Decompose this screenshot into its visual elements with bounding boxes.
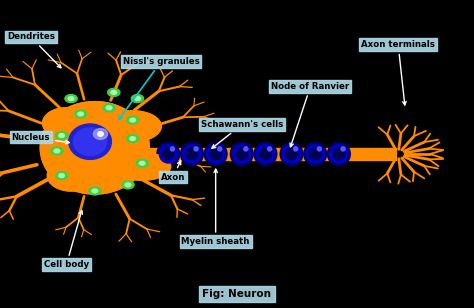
Ellipse shape <box>163 148 174 160</box>
Ellipse shape <box>98 132 103 136</box>
Circle shape <box>127 135 139 143</box>
Text: Cell body: Cell body <box>44 211 89 270</box>
Ellipse shape <box>40 102 149 194</box>
Circle shape <box>103 104 115 112</box>
Ellipse shape <box>210 148 221 160</box>
Ellipse shape <box>204 142 227 166</box>
Circle shape <box>78 112 83 116</box>
Ellipse shape <box>286 148 297 160</box>
Circle shape <box>108 88 120 96</box>
Circle shape <box>111 91 117 94</box>
Circle shape <box>127 116 139 124</box>
Ellipse shape <box>341 147 345 151</box>
Ellipse shape <box>43 108 90 139</box>
Circle shape <box>130 118 136 122</box>
Ellipse shape <box>330 145 348 163</box>
Text: Nissl's granules: Nissl's granules <box>119 57 200 120</box>
Text: Schawann's cells: Schawann's cells <box>201 120 283 148</box>
Circle shape <box>54 149 60 153</box>
Circle shape <box>74 110 87 118</box>
Circle shape <box>55 132 68 140</box>
Circle shape <box>59 174 64 177</box>
Circle shape <box>139 161 145 165</box>
Ellipse shape <box>244 147 248 151</box>
Ellipse shape <box>280 142 303 166</box>
Circle shape <box>125 183 131 187</box>
Circle shape <box>92 189 98 193</box>
Ellipse shape <box>43 108 90 139</box>
Ellipse shape <box>328 142 350 166</box>
Text: Myelin sheath: Myelin sheath <box>182 169 250 246</box>
Ellipse shape <box>194 147 198 151</box>
Ellipse shape <box>93 128 108 139</box>
Ellipse shape <box>304 142 327 166</box>
Circle shape <box>135 97 140 100</box>
Ellipse shape <box>170 147 174 151</box>
Ellipse shape <box>207 145 225 163</box>
Ellipse shape <box>317 147 321 151</box>
Ellipse shape <box>73 128 107 156</box>
Circle shape <box>106 106 112 110</box>
Ellipse shape <box>283 145 301 163</box>
Ellipse shape <box>306 145 324 163</box>
Circle shape <box>136 159 148 167</box>
Ellipse shape <box>333 148 345 160</box>
Ellipse shape <box>293 147 298 151</box>
Ellipse shape <box>157 142 180 166</box>
Ellipse shape <box>236 148 247 160</box>
Ellipse shape <box>254 142 277 166</box>
Circle shape <box>65 95 77 103</box>
Ellipse shape <box>233 145 251 163</box>
Ellipse shape <box>114 152 171 180</box>
Ellipse shape <box>69 124 111 159</box>
Circle shape <box>122 181 134 189</box>
Text: Node of Ranvier: Node of Ranvier <box>271 82 350 147</box>
Circle shape <box>55 172 68 180</box>
Text: Nucleus: Nucleus <box>11 132 69 144</box>
Ellipse shape <box>114 152 171 180</box>
Bar <box>149 148 396 160</box>
Ellipse shape <box>310 148 321 160</box>
Text: Axon terminals: Axon terminals <box>361 40 435 105</box>
Ellipse shape <box>256 145 274 163</box>
Circle shape <box>59 134 64 137</box>
Circle shape <box>51 147 63 155</box>
Ellipse shape <box>181 142 203 166</box>
Ellipse shape <box>186 148 198 160</box>
Ellipse shape <box>159 145 177 163</box>
Ellipse shape <box>230 142 253 166</box>
Circle shape <box>68 97 74 100</box>
Ellipse shape <box>40 102 149 194</box>
Text: Dendrites: Dendrites <box>7 32 61 68</box>
Text: Axon: Axon <box>161 161 185 182</box>
Ellipse shape <box>267 147 272 151</box>
Ellipse shape <box>218 147 222 151</box>
Ellipse shape <box>260 148 271 160</box>
Text: Fig: Neuron: Fig: Neuron <box>202 289 272 299</box>
Ellipse shape <box>47 160 95 191</box>
Ellipse shape <box>104 111 161 142</box>
Ellipse shape <box>104 111 161 142</box>
Ellipse shape <box>47 160 95 191</box>
Ellipse shape <box>85 105 123 136</box>
Circle shape <box>131 95 144 103</box>
Ellipse shape <box>85 105 123 136</box>
Circle shape <box>89 187 101 195</box>
Circle shape <box>130 137 136 140</box>
Ellipse shape <box>183 145 201 163</box>
